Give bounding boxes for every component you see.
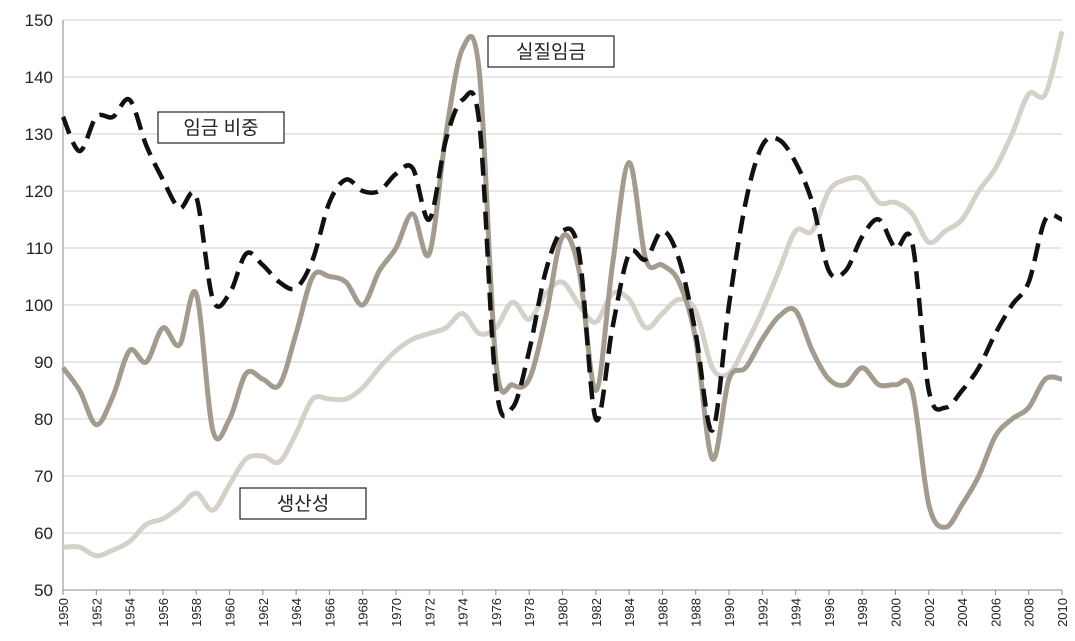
legend-box (239, 487, 367, 520)
x-tick-label: 1960 (223, 598, 238, 627)
legend-box (157, 111, 285, 144)
y-tick-label: 130 (25, 125, 53, 144)
y-tick-label: 80 (34, 410, 53, 429)
x-tick-label: 2004 (955, 598, 970, 627)
legend-label: 임금 비중 (183, 117, 258, 139)
y-tick-label: 140 (25, 68, 53, 87)
x-tick-label: 1954 (123, 598, 138, 627)
y-tick-label: 60 (34, 524, 53, 543)
y-tick-label: 120 (25, 182, 53, 201)
series-line (60, 33, 1063, 530)
x-tick-label: 2008 (1022, 598, 1037, 627)
x-tick-label: 1964 (289, 598, 304, 627)
x-tick-label: 1968 (356, 598, 371, 627)
x-tick-label: 1962 (256, 598, 271, 627)
y-tick-label: 90 (34, 353, 53, 372)
x-tick-label: 1982 (589, 598, 604, 627)
x-tick-label: 1950 (56, 598, 71, 627)
x-tick-label: 1994 (789, 598, 804, 627)
series-line (60, 90, 1063, 433)
x-tick-label: 2006 (988, 598, 1003, 627)
x-tick-label: 1996 (822, 598, 837, 627)
x-tick-label: 1956 (156, 598, 171, 627)
x-tick-label: 1952 (89, 598, 104, 627)
x-tick-label: 1984 (622, 598, 637, 627)
legend-label: 실질임금 (516, 41, 586, 63)
x-tick-label: 2002 (922, 598, 937, 627)
legend-label: 생산성 (277, 493, 329, 515)
x-tick-label: 2000 (889, 598, 904, 627)
x-tick-label: 1974 (456, 598, 471, 627)
x-tick-label: 1958 (189, 598, 204, 627)
x-tick-label: 1970 (389, 598, 404, 627)
x-tick-label: 1980 (556, 598, 571, 627)
y-tick-label: 70 (34, 467, 53, 486)
x-tick-label: 1998 (855, 598, 870, 627)
x-tick-label: 1976 (489, 598, 504, 627)
y-tick-label: 110 (26, 239, 53, 258)
y-tick-label: 100 (25, 296, 53, 315)
x-tick-label: 2010 (1055, 598, 1070, 627)
series-line (62, 30, 1065, 559)
x-tick-label: 1990 (722, 598, 737, 627)
x-tick-label: 1986 (655, 598, 670, 627)
x-tick-label: 1966 (322, 598, 337, 627)
y-tick-label: 150 (25, 11, 53, 30)
x-tick-label: 1992 (755, 598, 770, 627)
x-tick-label: 1978 (522, 598, 537, 627)
legend-box (487, 35, 615, 68)
x-tick-label: 1972 (422, 598, 437, 627)
x-tick-label: 1988 (689, 598, 704, 627)
y-tick-label: 50 (34, 581, 53, 600)
